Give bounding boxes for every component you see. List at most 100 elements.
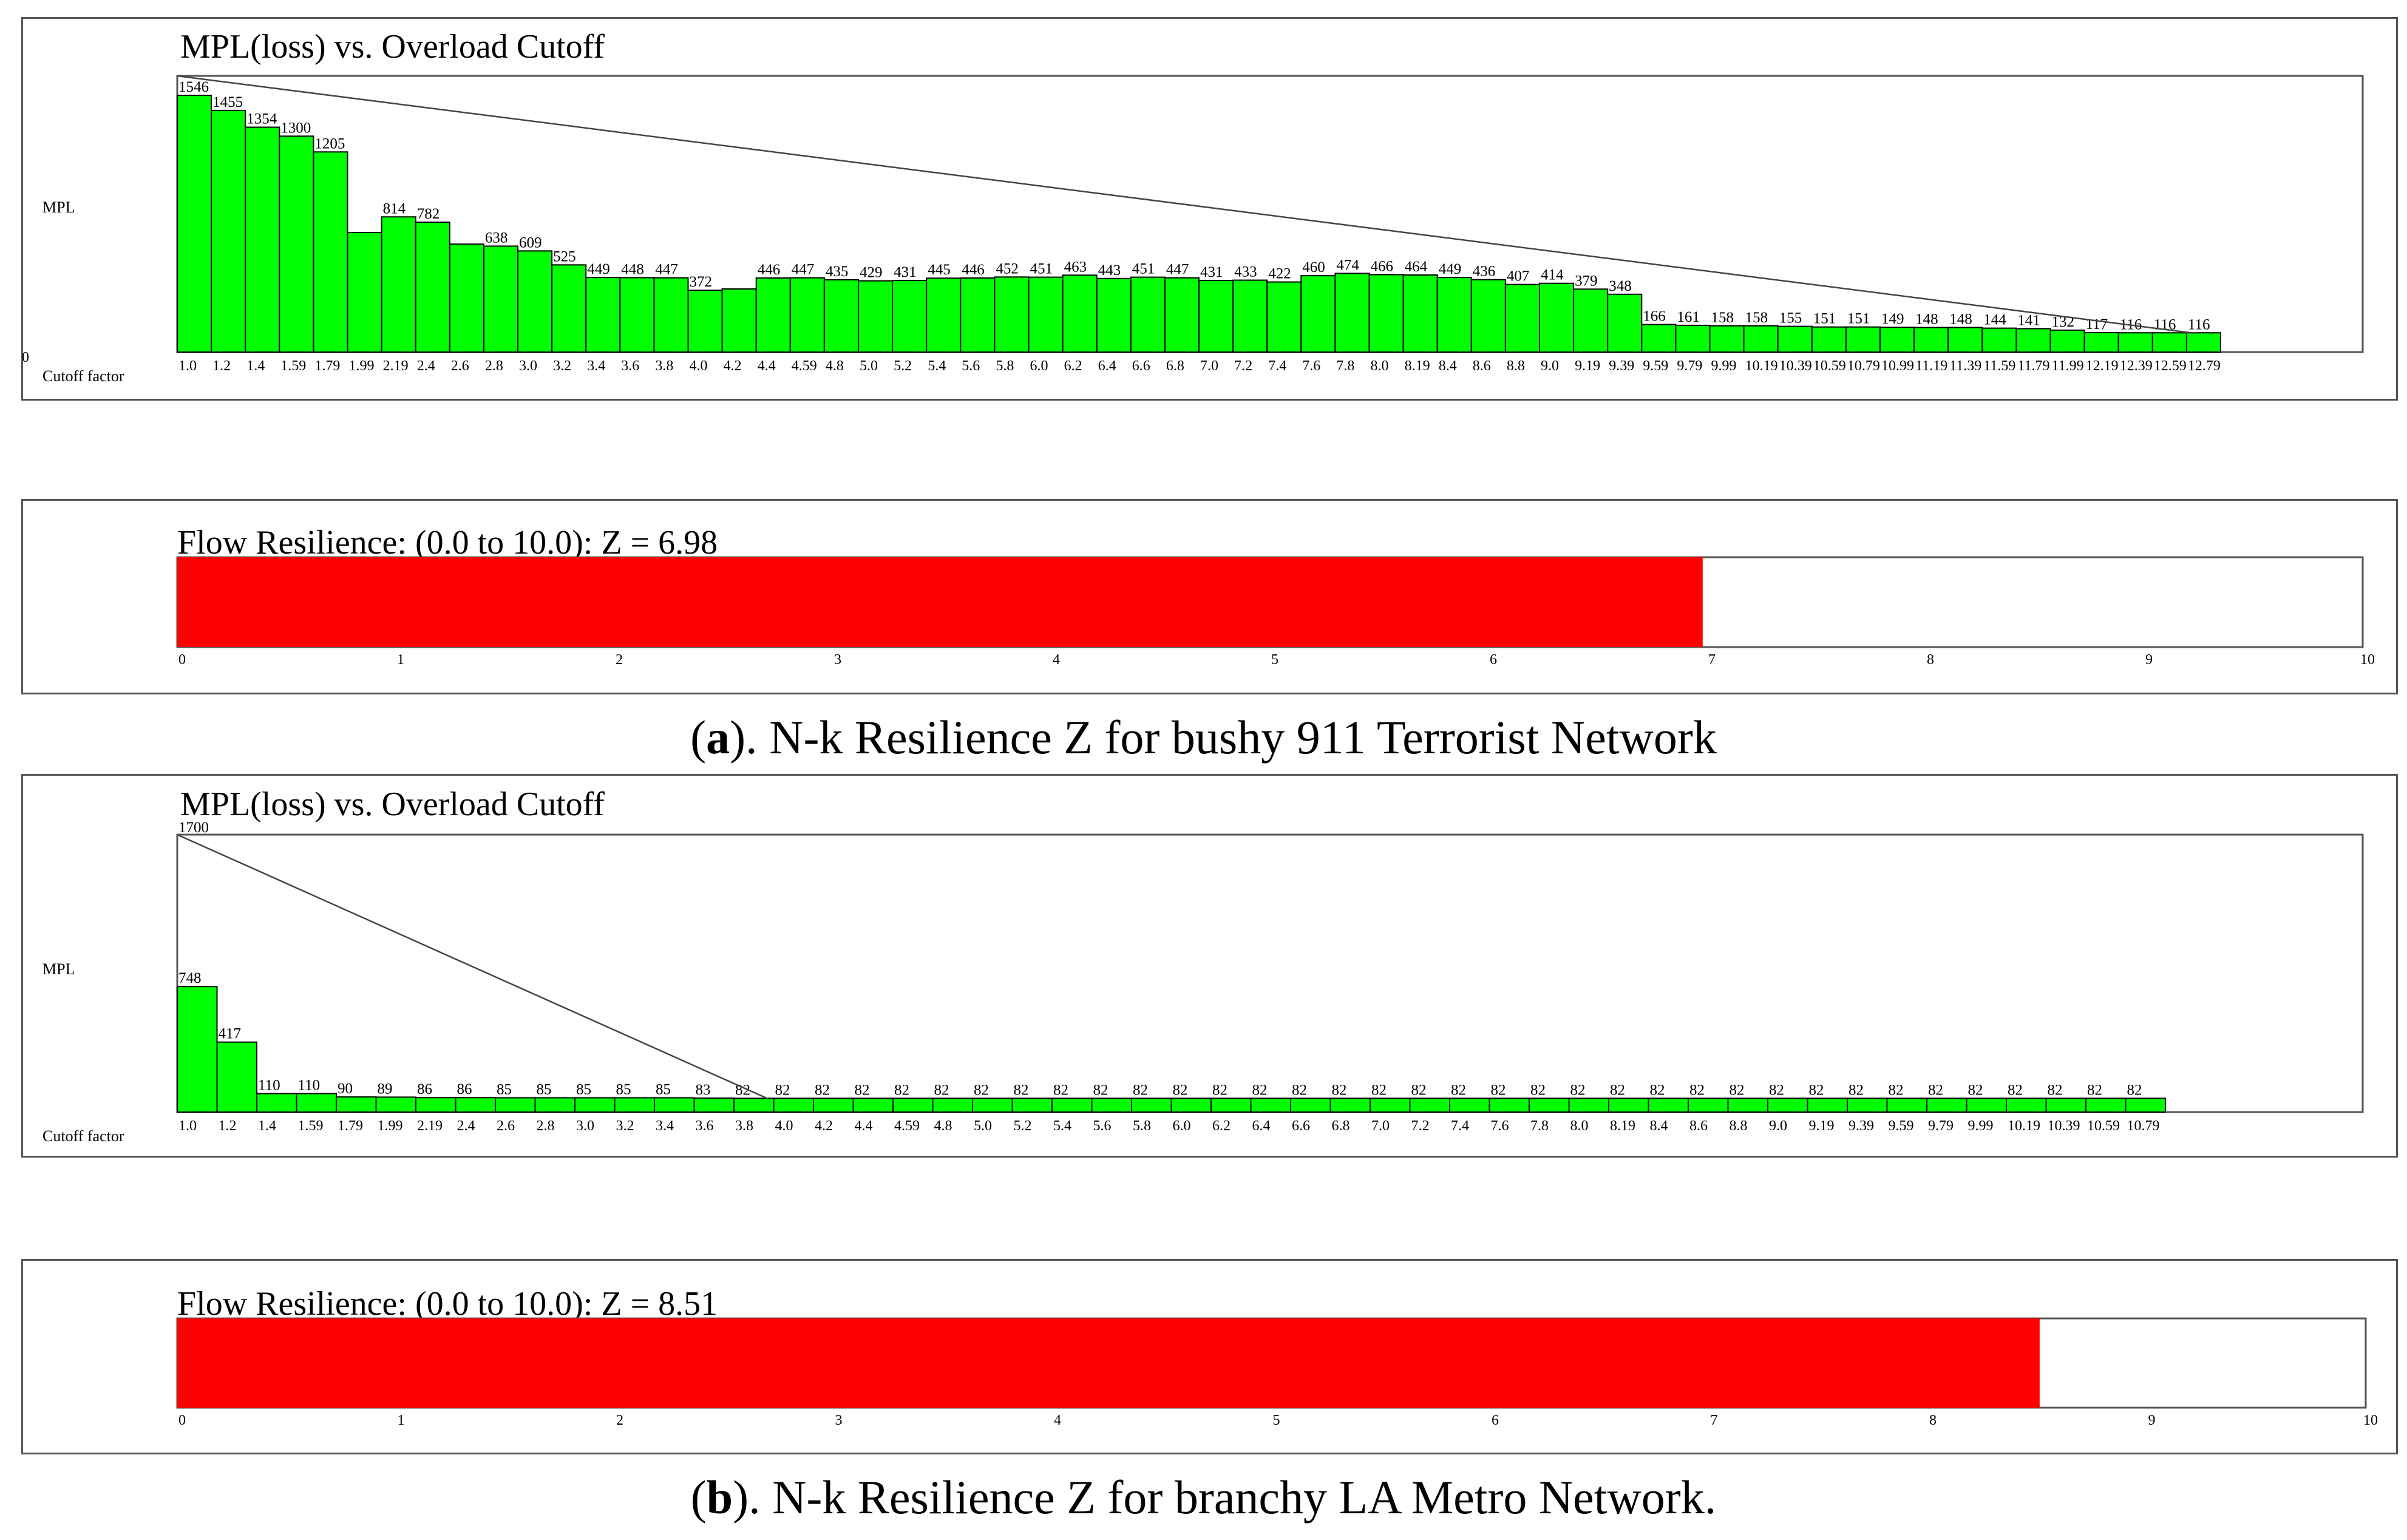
tick-label: 10.39	[2048, 1118, 2080, 1134]
data-label: 158	[1745, 310, 1768, 326]
tick-label: 9.99	[1711, 358, 1737, 374]
tick-label: 1.99	[349, 358, 375, 374]
y-axis-label: MPL	[42, 960, 75, 978]
tick-label: 3.2	[553, 358, 571, 374]
data-label: 464	[1405, 259, 1428, 275]
data-label: 431	[894, 264, 917, 280]
tick-label: 5.6	[1093, 1118, 1112, 1134]
data-label: 82	[974, 1082, 989, 1098]
tick-label: 8.0	[1371, 358, 1389, 374]
tick-label: 8.6	[1473, 358, 1491, 374]
tick-label: 10.79	[2127, 1118, 2160, 1134]
tick-label: 7.6	[1491, 1118, 1509, 1134]
data-label: 82	[1809, 1082, 1824, 1098]
data-label: 82	[1769, 1082, 1784, 1098]
data-label: 82	[1292, 1082, 1307, 1098]
data-label: 1354	[246, 111, 277, 127]
bar	[1777, 325, 1813, 353]
data-label: 82	[1689, 1082, 1705, 1098]
bar	[858, 280, 894, 353]
data-label: 463	[1064, 259, 1087, 275]
tick-label: 8.4	[1439, 358, 1457, 374]
data-label: 82	[1014, 1082, 1029, 1098]
data-label: 460	[1302, 259, 1325, 276]
y-axis-label: MPL	[42, 198, 75, 216]
data-label: 609	[519, 234, 542, 251]
bar	[313, 151, 348, 353]
tick-label: 2.6	[497, 1118, 515, 1134]
reference-line	[177, 75, 2195, 334]
bar	[551, 264, 587, 353]
data-label: 82	[1053, 1082, 1068, 1098]
bar	[1913, 327, 1949, 353]
data-label: 166	[1643, 308, 1666, 325]
bar	[1250, 1097, 1291, 1113]
data-label: 82	[1451, 1082, 1466, 1098]
tick-label: 7.4	[1268, 358, 1286, 374]
bar	[813, 1097, 854, 1113]
bar	[2049, 329, 2085, 353]
bar	[1290, 1097, 1331, 1113]
tick-label: 3.6	[696, 1118, 714, 1134]
data-label: 82	[1212, 1082, 1227, 1098]
tick-label: 6.0	[1030, 358, 1048, 374]
data-label: 82	[1570, 1082, 1586, 1098]
data-label: 82	[1650, 1082, 1665, 1098]
data-label: 148	[1949, 311, 1972, 328]
bar	[1688, 1097, 1729, 1113]
chart-title: MPL(loss) vs. Overload Cutoff	[180, 28, 605, 66]
data-label: 82	[1173, 1082, 1188, 1098]
tick-label: 5	[1273, 1413, 1280, 1428]
bar	[1947, 327, 1983, 353]
data-label: 447	[792, 262, 815, 278]
tick-label: 1.2	[212, 358, 231, 374]
data-label: 443	[1098, 262, 1121, 279]
tick-label: 10.19	[2008, 1118, 2040, 1134]
tick-label: 5.4	[928, 358, 946, 374]
tick-label: 7.0	[1371, 1118, 1390, 1134]
x-axis-label: Cutoff factor	[42, 1127, 124, 1145]
data-label: 1700	[178, 819, 209, 836]
data-label: 86	[457, 1081, 472, 1097]
bar	[449, 243, 484, 353]
tick-label: 10.59	[2087, 1118, 2120, 1134]
tick-label: 9.19	[1575, 358, 1600, 374]
data-label: 82	[1332, 1082, 1347, 1098]
data-label: 372	[690, 274, 713, 290]
data-label: 161	[1677, 309, 1700, 325]
bar	[1966, 1097, 2007, 1113]
bar	[375, 1096, 416, 1113]
bar	[789, 277, 825, 353]
tick-label: 5.2	[894, 358, 912, 374]
tick-label: 10.99	[1881, 358, 1914, 374]
tick-label: 12.79	[2188, 358, 2221, 374]
tick-label: 3.8	[655, 358, 673, 374]
bar	[892, 280, 928, 353]
bar	[1879, 327, 1915, 353]
tick-label: 11.59	[1983, 358, 2015, 374]
bar	[517, 250, 553, 353]
bar	[1436, 277, 1472, 353]
data-label: 82	[855, 1082, 870, 1098]
tick-label: 11.19	[1915, 358, 1947, 374]
resilience-title: Flow Resilience: (0.0 to 10.0): Z = 6.98	[177, 524, 718, 561]
tick-label: 7.0	[1200, 358, 1218, 374]
bar	[1131, 1097, 1172, 1113]
tick-label: 6.0	[1173, 1118, 1191, 1134]
tick-label: 4.59	[894, 1118, 920, 1134]
tick-label: 11.79	[2017, 358, 2049, 374]
bar	[693, 1097, 735, 1113]
data-label: 110	[258, 1077, 280, 1094]
bar	[653, 277, 689, 353]
bar	[2045, 1097, 2086, 1113]
tick-label: 1.59	[280, 358, 306, 374]
bar	[381, 216, 416, 353]
reference-line	[177, 833, 769, 1100]
tick-label: 2.8	[485, 358, 503, 374]
bar	[960, 277, 996, 353]
tick-label: 9.59	[1643, 358, 1668, 374]
tick-label: 1.4	[246, 358, 265, 374]
tick-label: 8.19	[1405, 358, 1430, 374]
data-label: 85	[537, 1082, 552, 1098]
data-label: 422	[1268, 266, 1291, 282]
